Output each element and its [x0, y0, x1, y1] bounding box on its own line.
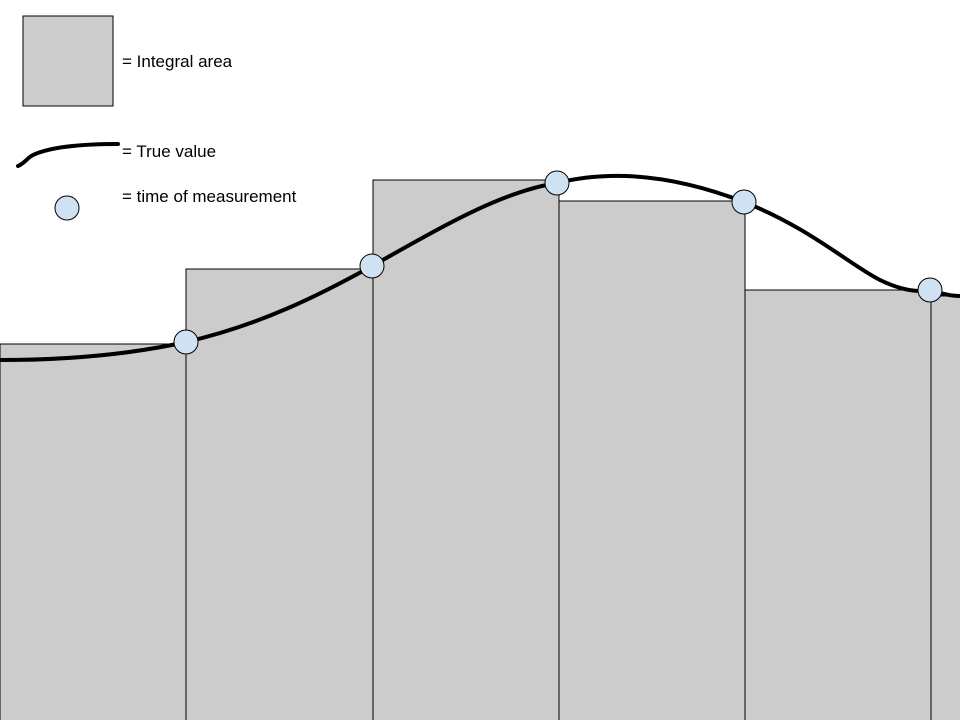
integral-area-bars	[0, 179, 960, 720]
measurement-point-5	[917, 277, 943, 303]
measurement-point-4	[731, 189, 757, 215]
integral-bar-3	[372, 179, 560, 720]
measurement-point-2	[359, 253, 385, 279]
integral-bar-1	[0, 343, 187, 720]
black-curve-icon	[16, 142, 120, 168]
legend: = Integral area = True value = time of m…	[16, 15, 297, 221]
integral-bar-2	[185, 268, 374, 720]
measurement-point-1	[173, 329, 199, 355]
integral-bar-4	[558, 200, 746, 720]
light-blue-circle-icon	[54, 195, 80, 221]
gray-square-icon	[22, 15, 114, 107]
integral-bar-6	[930, 295, 960, 720]
measurement-points	[173, 170, 943, 355]
legend-curve-label: = True value	[122, 142, 216, 161]
integral-bar-5	[744, 289, 932, 720]
measurement-point-3	[544, 170, 570, 196]
legend-area-label: = Integral area	[122, 52, 233, 71]
legend-point-label: = time of measurement	[122, 187, 297, 206]
